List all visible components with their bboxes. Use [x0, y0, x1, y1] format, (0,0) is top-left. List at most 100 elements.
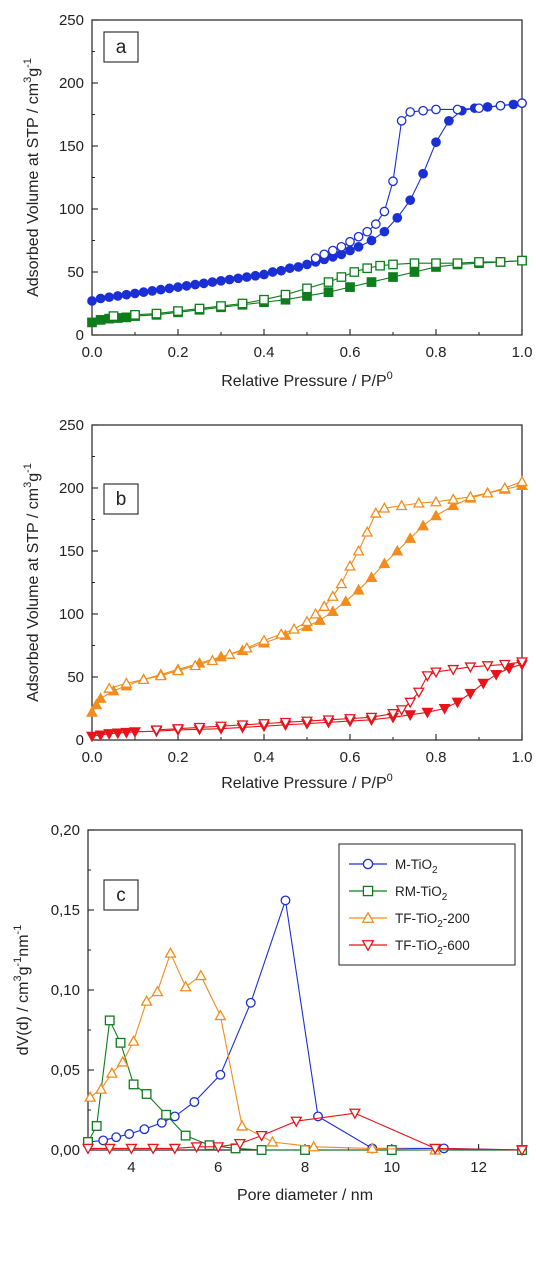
- data-point: [181, 281, 192, 291]
- data-point: [517, 255, 527, 266]
- data-point: [173, 306, 183, 316]
- data-point: [387, 709, 399, 720]
- data-point: [288, 622, 301, 634]
- data-point: [516, 475, 528, 487]
- data-point: [481, 661, 494, 672]
- data-point: [369, 507, 382, 518]
- data-point: [139, 1124, 150, 1135]
- data-point: [404, 710, 417, 721]
- legend-entry: TF-TiO2-600: [349, 938, 470, 957]
- data-point: [301, 620, 313, 632]
- y-tick-label: 200: [59, 480, 84, 497]
- legend-marker: [361, 911, 375, 923]
- data-point: [241, 272, 252, 282]
- x-tick-label: 1.0: [512, 749, 533, 766]
- label-part: 10: [383, 1159, 400, 1176]
- label-part: Relative Pressure / P/P: [221, 373, 386, 390]
- data-point: [412, 687, 425, 699]
- data-point: [388, 259, 398, 270]
- x-tick-label: 0.8: [426, 749, 447, 766]
- data-point: [151, 985, 164, 997]
- data-point: [515, 1145, 529, 1157]
- data-point: [418, 168, 428, 179]
- data-point: [94, 730, 107, 742]
- data-point: [336, 272, 347, 282]
- data-point: [95, 315, 106, 325]
- data-point: [129, 727, 141, 738]
- data-point: [366, 235, 377, 246]
- label-part: RM-TiO: [395, 884, 442, 899]
- data-point: [87, 296, 97, 306]
- data-point: [104, 292, 115, 303]
- data-point: [121, 312, 132, 323]
- label-part: 150: [59, 138, 84, 155]
- data-point: [94, 1082, 108, 1094]
- label-part: Adsorbed Volume at STP / cm: [25, 488, 42, 702]
- data-point: [451, 697, 464, 709]
- label-part: 200: [59, 75, 84, 92]
- data-point: [405, 107, 416, 117]
- label-part: 2: [437, 946, 443, 957]
- data-point: [128, 1079, 139, 1090]
- data-point: [495, 100, 506, 111]
- data-point: [103, 682, 116, 693]
- label-part: a: [116, 37, 127, 58]
- data-point: [421, 671, 434, 682]
- x-tick-label: 6: [214, 1159, 222, 1176]
- data-point: [477, 678, 490, 690]
- data-point: [430, 495, 442, 507]
- data-point: [172, 664, 184, 676]
- data-point: [464, 688, 477, 700]
- series-line: [156, 661, 523, 731]
- panel-label: a: [116, 37, 127, 58]
- data-point: [366, 277, 377, 287]
- data-point: [431, 137, 441, 148]
- data-point: [224, 274, 235, 285]
- x-tick-label: 0.0: [82, 749, 103, 766]
- data-point: [98, 1135, 109, 1146]
- data-point: [452, 104, 463, 115]
- data-point: [319, 249, 330, 260]
- y-tick-label: 0,00: [51, 1142, 80, 1159]
- label-part: -200: [443, 911, 470, 926]
- data-point: [362, 263, 373, 274]
- data-point: [326, 590, 339, 601]
- data-point: [362, 226, 373, 237]
- series-line: [89, 951, 436, 1151]
- series-line: [315, 102, 523, 259]
- data-point: [310, 253, 321, 263]
- data-point: [307, 1140, 320, 1152]
- panel-label-box: [103, 879, 139, 911]
- data-point: [352, 583, 365, 595]
- data-point: [417, 519, 430, 531]
- data-point: [141, 1089, 152, 1099]
- data-point: [215, 1069, 226, 1080]
- label-part: -600: [443, 938, 470, 953]
- data-point: [464, 662, 477, 674]
- label-part: g: [15, 966, 32, 975]
- data-point: [365, 712, 378, 724]
- x-axis-label: Relative Pressure / P/P0: [221, 370, 393, 390]
- data-point: [352, 544, 365, 556]
- data-point: [349, 267, 360, 277]
- data-point: [125, 1143, 138, 1155]
- label-part: 0,10: [51, 982, 80, 999]
- data-point: [395, 705, 408, 716]
- data-point: [256, 1145, 267, 1155]
- data-point: [318, 600, 331, 611]
- label-part: 12: [470, 1159, 487, 1176]
- data-point: [301, 615, 313, 627]
- data-point: [111, 728, 124, 740]
- series-line: [113, 260, 523, 317]
- data-point: [444, 115, 454, 126]
- label-part: -1: [12, 925, 24, 935]
- data-point: [194, 303, 205, 314]
- label-part: 0.4: [254, 749, 275, 766]
- data-point: [169, 1111, 180, 1122]
- data-point: [255, 1130, 268, 1142]
- data-point: [233, 273, 244, 284]
- x-tick-label: 0.6: [340, 344, 361, 361]
- data-point: [392, 212, 403, 223]
- data-point: [302, 283, 312, 294]
- data-point: [275, 627, 288, 639]
